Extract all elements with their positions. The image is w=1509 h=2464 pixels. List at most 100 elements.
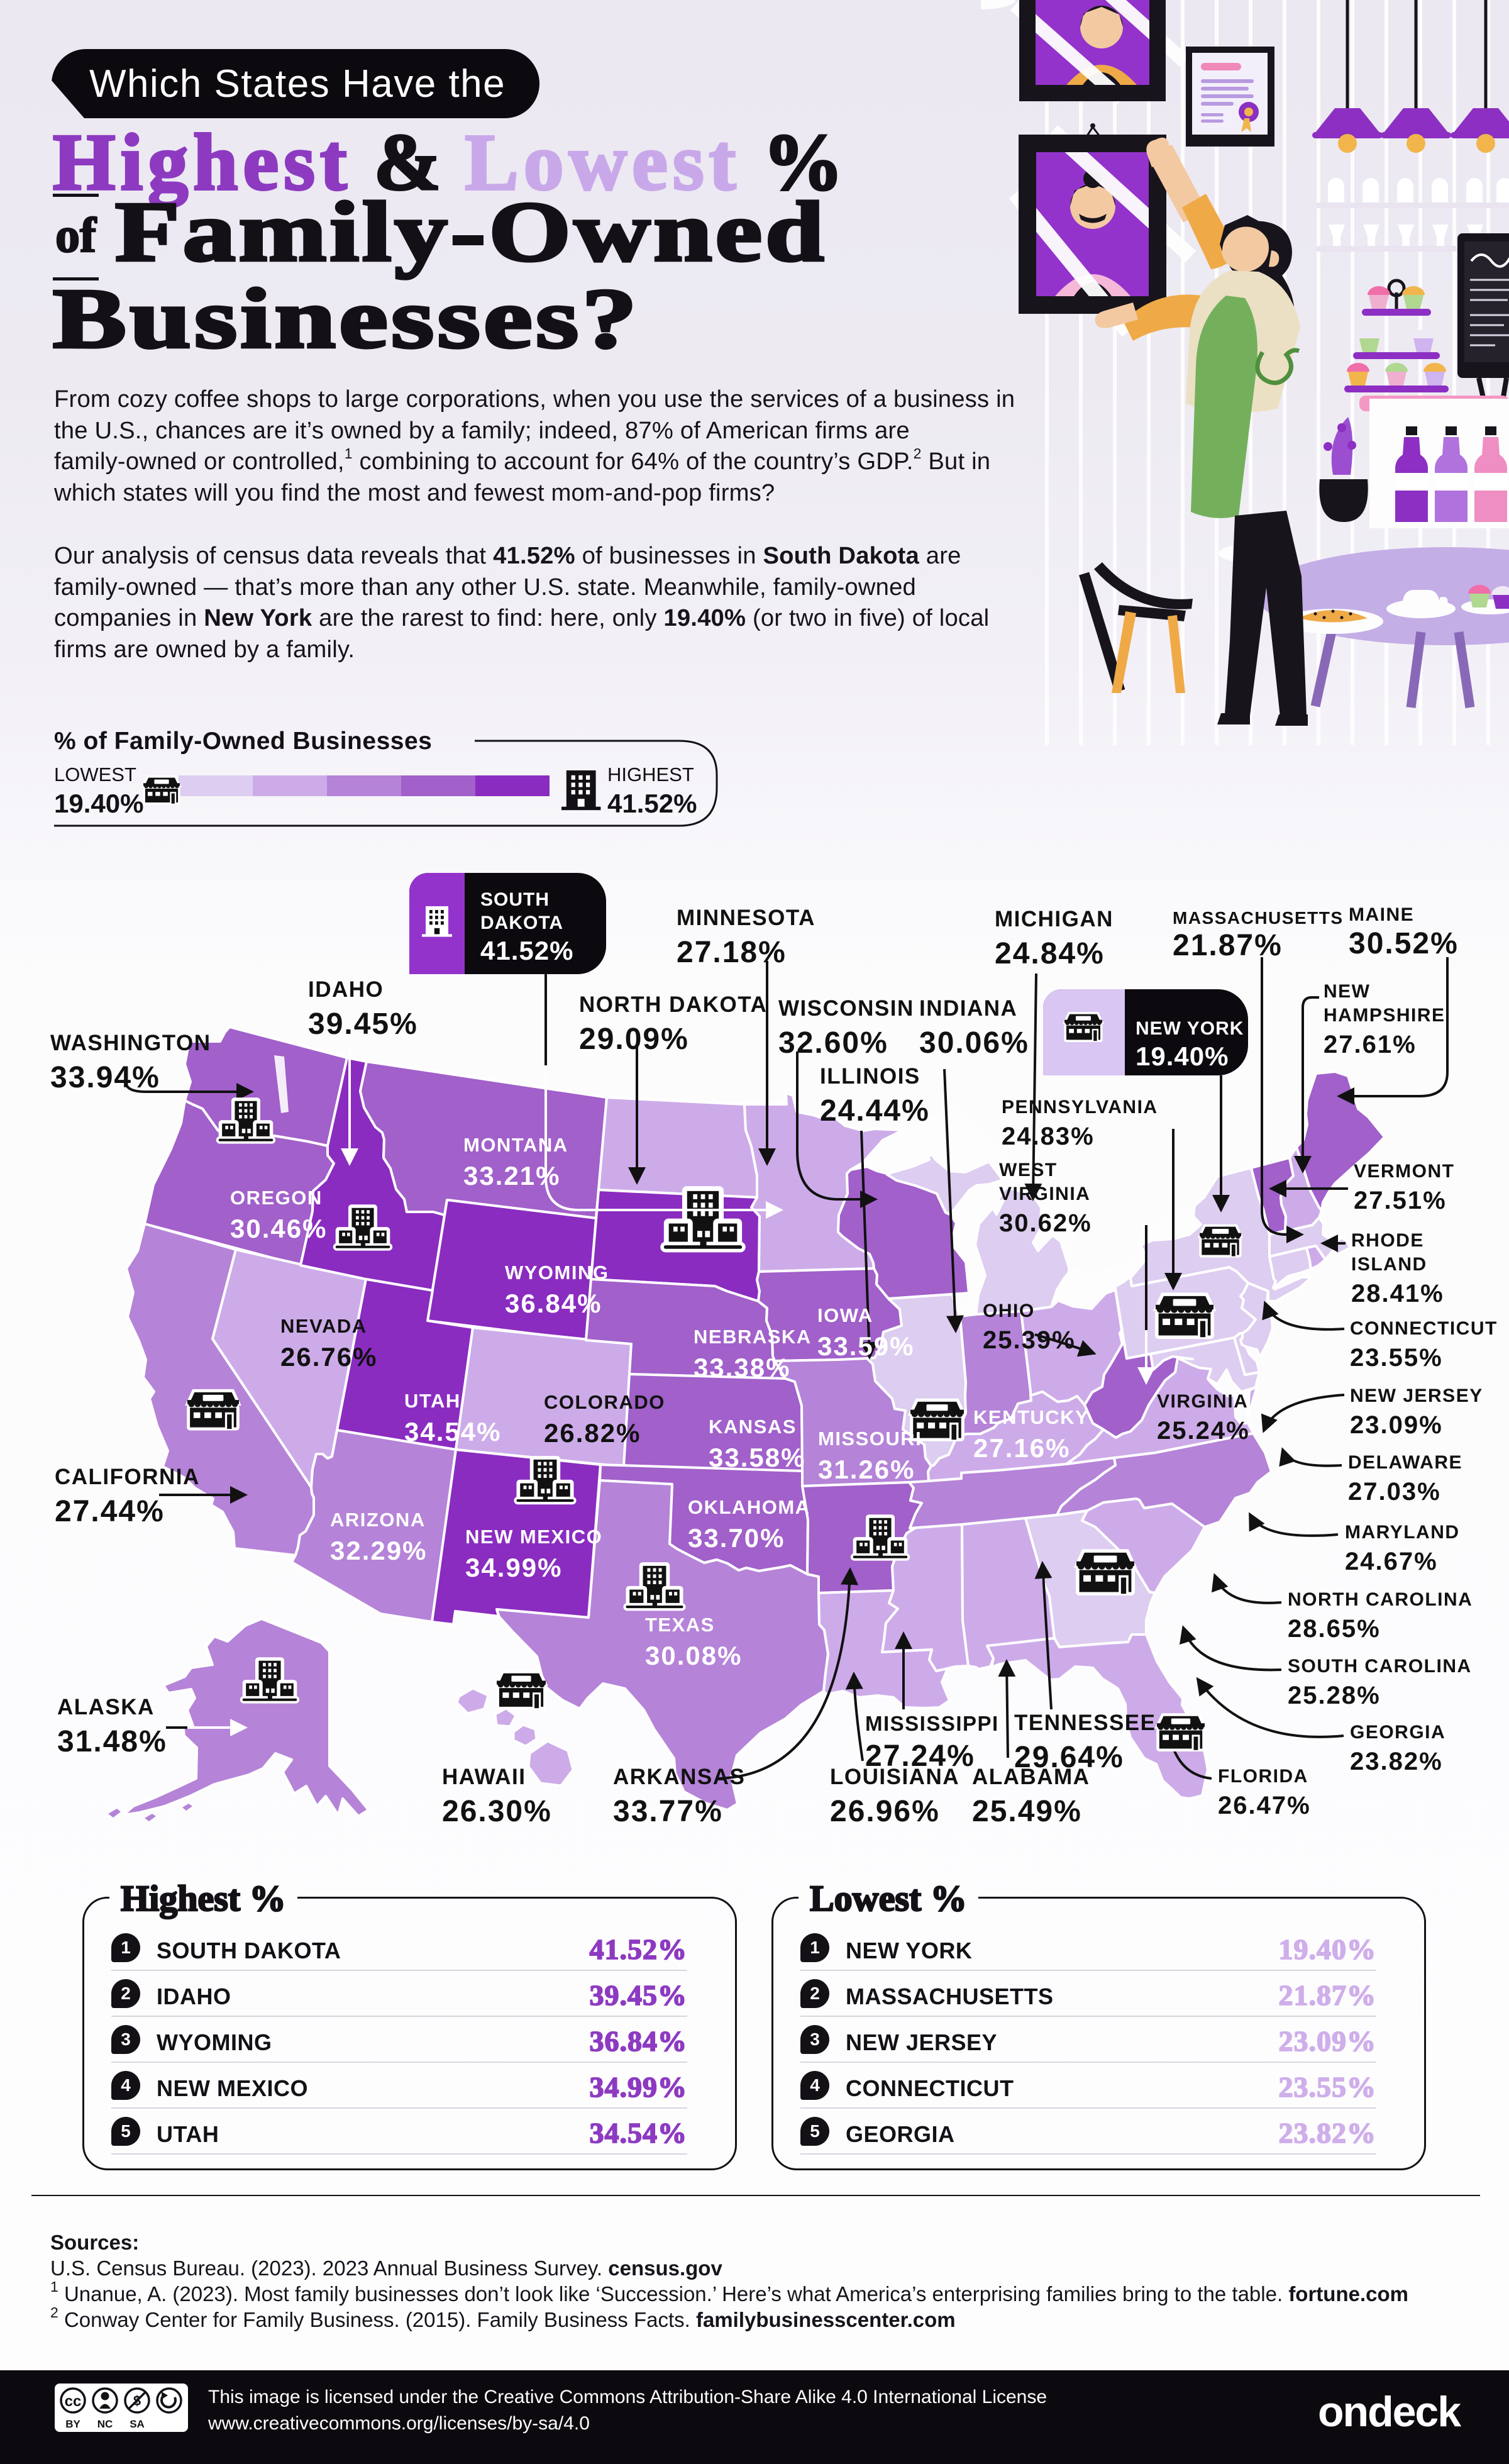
svg-text:25.49%: 25.49% (972, 1795, 1082, 1828)
svg-text:31.26%: 31.26% (818, 1455, 915, 1484)
svg-text:MISSISSIPPI: MISSISSIPPI (865, 1712, 999, 1735)
svg-text:INDIANA: INDIANA (919, 996, 1017, 1021)
svg-text:27.61%: 27.61% (1324, 1031, 1417, 1058)
svg-text:33.58%: 33.58% (709, 1443, 805, 1472)
svg-text:NEW: NEW (1324, 981, 1371, 1002)
svg-text:33.70%: 33.70% (688, 1523, 785, 1553)
svg-text:33.38%: 33.38% (694, 1353, 790, 1382)
svg-text:BY: BY (65, 2418, 80, 2430)
svg-text:VIRGINIA: VIRGINIA (1157, 1391, 1248, 1412)
svg-text:26.82%: 26.82% (544, 1418, 641, 1448)
svg-text:39.45%: 39.45% (308, 1007, 418, 1041)
svg-text:MICHIGAN: MICHIGAN (995, 907, 1114, 931)
svg-text:27.24%: 27.24% (865, 1740, 975, 1773)
svg-text:LOUISIANA: LOUISIANA (830, 1765, 959, 1789)
svg-text:TENNESSEE: TENNESSEE (1014, 1711, 1156, 1735)
svg-text:NORTH DAKOTA: NORTH DAKOTA (579, 992, 767, 1017)
svg-text:23.09%: 23.09% (1350, 1411, 1443, 1439)
svg-text:23.55%: 23.55% (1350, 1344, 1443, 1372)
svg-text:33.21%: 33.21% (463, 1161, 560, 1190)
svg-text:SA: SA (130, 2418, 145, 2430)
svg-text:27.03%: 27.03% (1348, 1478, 1441, 1506)
svg-text:33.77%: 33.77% (613, 1795, 723, 1828)
svg-text:ARKANSAS: ARKANSAS (613, 1765, 745, 1789)
svg-text:FLORIDA: FLORIDA (1218, 1766, 1308, 1787)
svg-text:WASHINGTON: WASHINGTON (50, 1031, 211, 1055)
svg-text:MAINE: MAINE (1349, 904, 1414, 925)
svg-text:30.06%: 30.06% (919, 1026, 1029, 1060)
svg-text:30.62%: 30.62% (999, 1209, 1092, 1237)
svg-text:TEXAS: TEXAS (645, 1614, 715, 1636)
svg-text:KENTUCKY: KENTUCKY (973, 1406, 1089, 1428)
svg-text:HAWAII: HAWAII (442, 1765, 526, 1789)
svg-text:NEVADA: NEVADA (280, 1315, 367, 1337)
svg-text:GEORGIA: GEORGIA (1350, 1722, 1445, 1743)
svg-text:24.67%: 24.67% (1345, 1548, 1438, 1575)
svg-text:25.28%: 25.28% (1288, 1682, 1381, 1709)
svg-text:SOUTH CAROLINA: SOUTH CAROLINA (1288, 1656, 1472, 1677)
svg-text:CALIFORNIA: CALIFORNIA (55, 1465, 200, 1489)
svg-text:MARYLAND: MARYLAND (1345, 1522, 1460, 1543)
svg-text:29.09%: 29.09% (579, 1023, 689, 1056)
svg-text:NEW MEXICO: NEW MEXICO (465, 1526, 602, 1548)
svg-text:ALABAMA: ALABAMA (972, 1765, 1090, 1789)
svg-text:27.16%: 27.16% (973, 1433, 1070, 1463)
svg-text:DELAWARE: DELAWARE (1348, 1452, 1462, 1473)
svg-text:IDAHO: IDAHO (308, 977, 384, 1002)
svg-text:30.46%: 30.46% (230, 1214, 327, 1243)
svg-text:VERMONT: VERMONT (1354, 1161, 1455, 1182)
svg-text:28.65%: 28.65% (1288, 1615, 1381, 1643)
svg-text:NC: NC (97, 2418, 113, 2430)
svg-text:29.64%: 29.64% (1014, 1741, 1124, 1774)
svg-text:30.52%: 30.52% (1349, 927, 1459, 960)
svg-text:32.60%: 32.60% (778, 1026, 888, 1060)
svg-text:21.87%: 21.87% (1173, 929, 1283, 962)
svg-text:OKLAHOMA: OKLAHOMA (688, 1496, 810, 1518)
svg-text:32.29%: 32.29% (330, 1536, 427, 1565)
svg-text:19.40%: 19.40% (1136, 1041, 1229, 1071)
svg-text:27.18%: 27.18% (677, 936, 787, 969)
svg-text:33.94%: 33.94% (50, 1061, 160, 1094)
svg-text:COLORADO: COLORADO (544, 1391, 665, 1413)
svg-text:SOUTH: SOUTH (480, 889, 550, 910)
svg-text:HAMPSHIRE: HAMPSHIRE (1324, 1005, 1445, 1026)
svg-text:MISSOURI: MISSOURI (818, 1428, 922, 1450)
svg-text:WEST: WEST (999, 1160, 1058, 1180)
svg-text:24.84%: 24.84% (995, 937, 1105, 970)
svg-text:ARIZONA: ARIZONA (330, 1509, 426, 1531)
svg-text:NEW JERSEY: NEW JERSEY (1350, 1385, 1483, 1406)
svg-text:41.52%: 41.52% (480, 936, 573, 965)
svg-text:23.82%: 23.82% (1350, 1748, 1443, 1775)
svg-text:34.54%: 34.54% (404, 1417, 501, 1446)
svg-text:ALASKA: ALASKA (57, 1695, 155, 1719)
svg-text:DAKOTA: DAKOTA (480, 913, 563, 933)
svg-text:24.44%: 24.44% (820, 1094, 930, 1128)
svg-text:30.08%: 30.08% (645, 1641, 742, 1670)
svg-text:27.44%: 27.44% (55, 1495, 165, 1528)
svg-text:KANSAS: KANSAS (709, 1416, 797, 1438)
svg-text:MASSACHUSETTS: MASSACHUSETTS (1173, 908, 1344, 928)
svg-text:25.39%: 25.39% (983, 1326, 1076, 1354)
svg-text:WISCONSIN: WISCONSIN (778, 996, 914, 1021)
svg-text:MONTANA: MONTANA (463, 1134, 568, 1156)
svg-text:31.48%: 31.48% (57, 1725, 167, 1758)
svg-text:25.24%: 25.24% (1157, 1417, 1250, 1445)
svg-text:RHODE: RHODE (1351, 1230, 1424, 1251)
svg-text:OREGON: OREGON (230, 1187, 323, 1209)
svg-text:26.96%: 26.96% (830, 1795, 940, 1828)
svg-text:OHIO: OHIO (983, 1301, 1035, 1321)
svg-text:NEW YORK: NEW YORK (1136, 1018, 1244, 1039)
svg-text:MINNESOTA: MINNESOTA (677, 906, 815, 930)
svg-text:34.99%: 34.99% (465, 1553, 562, 1582)
svg-text:ISLAND: ISLAND (1351, 1254, 1427, 1275)
svg-text:33.59%: 33.59% (817, 1331, 914, 1361)
svg-text:NORTH CAROLINA: NORTH CAROLINA (1288, 1589, 1473, 1610)
svg-text:PENNSYLVANIA: PENNSYLVANIA (1002, 1097, 1158, 1118)
svg-text:cc: cc (65, 2393, 82, 2410)
svg-text:VIRGINIA: VIRGINIA (999, 1184, 1090, 1204)
svg-text:IOWA: IOWA (817, 1304, 873, 1326)
svg-text:ILLINOIS: ILLINOIS (820, 1064, 920, 1089)
svg-text:UTAH: UTAH (404, 1390, 461, 1412)
svg-text:CONNECTICUT: CONNECTICUT (1350, 1318, 1498, 1339)
svg-text:24.83%: 24.83% (1002, 1123, 1095, 1150)
